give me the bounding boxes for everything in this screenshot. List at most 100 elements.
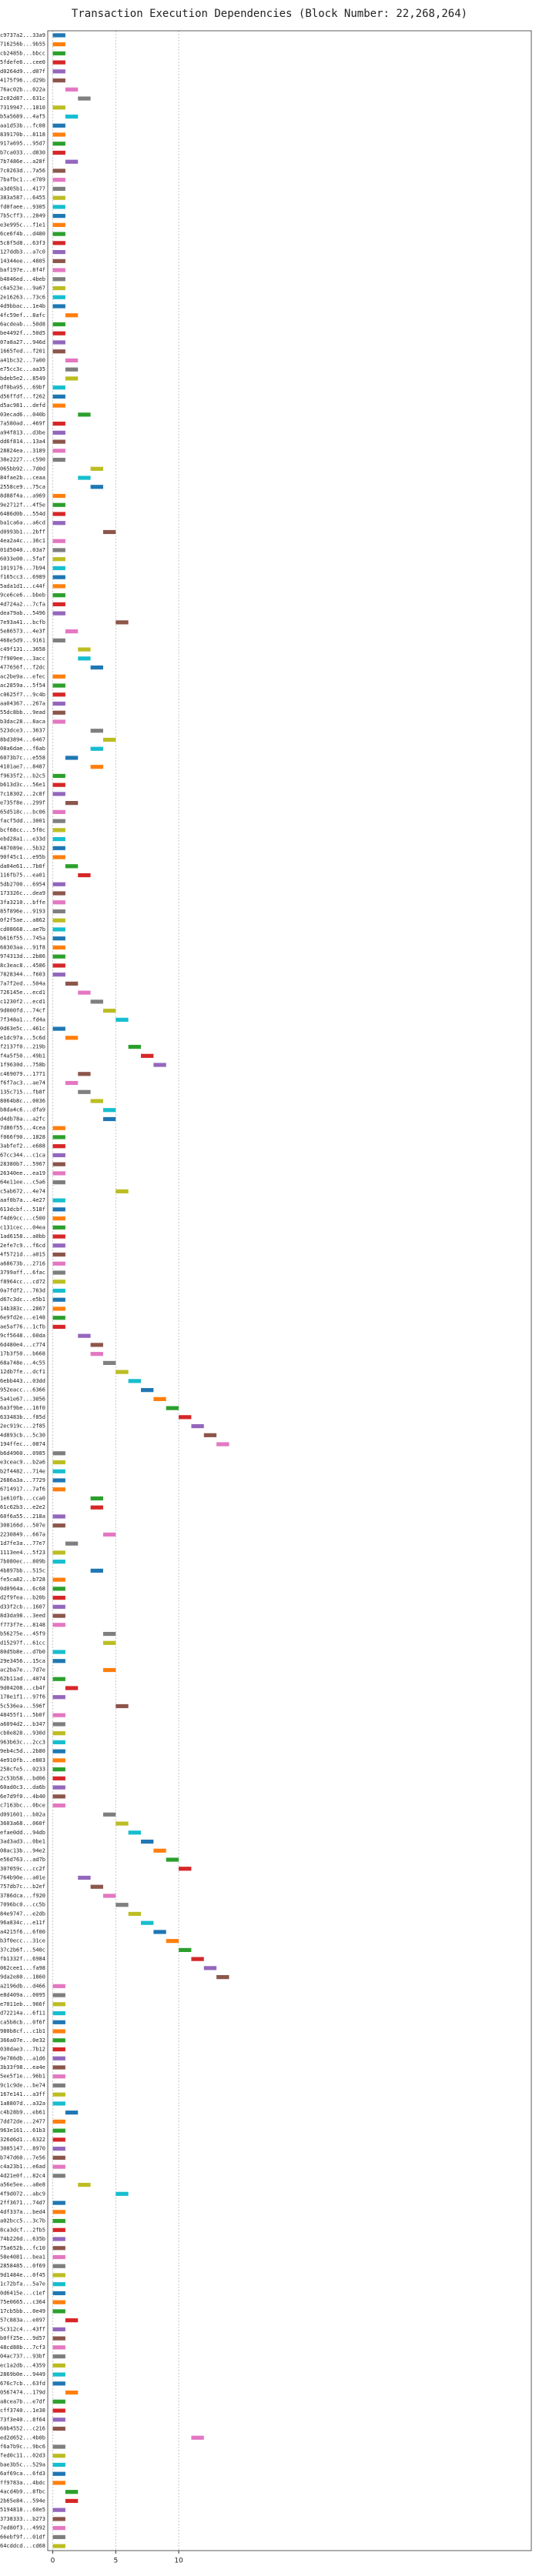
y-tick-label: 0x1c7163bc...0bce bbox=[0, 1803, 45, 1809]
y-tick-label: 0x5ae5af76...1cfb bbox=[0, 1323, 45, 1330]
y-tick-label: 0x716256b...9b55 bbox=[0, 42, 45, 48]
y-tick-label: 0xf2869b0e...9449 bbox=[0, 2371, 45, 2377]
plot-frame bbox=[47, 30, 532, 2551]
y-tick-label: 0x86714917...7af6 bbox=[0, 1487, 45, 1493]
bar bbox=[52, 186, 65, 192]
y-tick-label: 0x9b613d3c...56e1 bbox=[0, 782, 45, 788]
y-tick-label: 0x664cddcd...cd68 bbox=[0, 2543, 45, 2549]
x-tick-label: 10 bbox=[174, 2558, 183, 2565]
bar bbox=[52, 1288, 65, 1293]
y-tick-label: 0x8d0993b1...2bff bbox=[0, 529, 45, 535]
y-tick-label: 0x5b56275e...45f9 bbox=[0, 1631, 45, 1637]
bar bbox=[52, 169, 65, 173]
bar bbox=[52, 304, 65, 309]
bar bbox=[52, 2147, 65, 2151]
bar bbox=[52, 1613, 65, 1618]
bar bbox=[52, 819, 65, 823]
y-tick-label: 0x9c6a523e...9a67 bbox=[0, 285, 45, 292]
bar bbox=[52, 142, 65, 146]
y-tick-label: 0x95194818...60e5 bbox=[0, 2507, 45, 2513]
bar bbox=[52, 1225, 65, 1230]
y-tick-label: 0xd030dae3...7b12 bbox=[0, 2047, 45, 2053]
y-tick-label: 0xa26340ee...ea19 bbox=[0, 1170, 45, 1176]
bar bbox=[52, 1776, 65, 1780]
y-tick-label: 0x55c8f5d8...63f3 bbox=[0, 240, 45, 246]
y-tick-label: 0x960b4552...c216 bbox=[0, 2426, 45, 2432]
bar bbox=[52, 2534, 65, 2539]
y-tick-label: 0x3c4b28b9...eb61 bbox=[0, 2110, 45, 2116]
y-tick-label: 0x4ac2be9a...efec bbox=[0, 673, 45, 679]
bar bbox=[153, 1396, 166, 1401]
y-tick-label: 0x42ff3671...74d7 bbox=[0, 2200, 45, 2206]
y-tick-label: 0x5116fb75...ea01 bbox=[0, 873, 45, 879]
y-tick-label: 0xa7a580ad...469f bbox=[0, 421, 45, 427]
y-tick-label: 0x1963e161...61b3 bbox=[0, 2127, 45, 2134]
y-tick-label: 0xcc0625f7...9c4b bbox=[0, 692, 45, 698]
bar bbox=[65, 981, 79, 986]
bar bbox=[52, 69, 65, 74]
y-tick-label: 0x814344ee...4805 bbox=[0, 258, 45, 264]
y-tick-label: 0x2f4a5f50...49b1 bbox=[0, 1053, 45, 1059]
bar bbox=[52, 611, 65, 616]
bar bbox=[52, 1713, 65, 1717]
bar bbox=[52, 1803, 65, 1808]
bar bbox=[52, 268, 65, 272]
y-tick-label: 0xfa6094d2...b347 bbox=[0, 1721, 45, 1727]
bar bbox=[52, 602, 65, 606]
bar bbox=[52, 557, 65, 562]
y-tick-label: 0x8bd3894...6467 bbox=[0, 736, 45, 742]
y-tick-label: 0x2ec919c...2f85 bbox=[0, 1423, 45, 1430]
bar bbox=[65, 756, 79, 760]
y-tick-label: 0xc7d86f55...4cea bbox=[0, 1125, 45, 1131]
y-tick-label: 0x03abfef2...e688 bbox=[0, 1143, 45, 1150]
y-tick-label: 0x1a41bc32...7a00 bbox=[0, 357, 45, 363]
bar bbox=[179, 1947, 192, 1952]
y-tick-label: 0x9b6d4960...0985 bbox=[0, 1450, 45, 1457]
bar bbox=[179, 1867, 192, 1871]
y-tick-label: 0x99d1484e...0f45 bbox=[0, 2272, 45, 2278]
y-tick-label: 0x33b33f98...ea4e bbox=[0, 2064, 45, 2070]
bar bbox=[52, 1162, 65, 1166]
y-tick-label: 0xbe56d763...ad7b bbox=[0, 1857, 45, 1863]
y-tick-label: 0x46d480e4...c774 bbox=[0, 1342, 45, 1348]
y-tick-label: 0xa80d5b8e...d7b0 bbox=[0, 1649, 45, 1655]
bar bbox=[52, 1767, 65, 1772]
y-tick-label: 0xf58e4081...bea1 bbox=[0, 2254, 45, 2261]
y-tick-label: 0x14d724a2...7cfa bbox=[0, 601, 45, 607]
bar bbox=[52, 502, 65, 507]
y-tick-label: 0x76073b7c...e558 bbox=[0, 755, 45, 761]
bar bbox=[52, 1280, 65, 1284]
bar bbox=[52, 214, 65, 219]
bar bbox=[90, 466, 103, 471]
bar bbox=[52, 2119, 65, 2124]
y-tick-label: 0x19eb4c5d...2b80 bbox=[0, 1748, 45, 1754]
bar bbox=[52, 548, 65, 552]
bar bbox=[52, 2345, 65, 2350]
y-tick-label: 0x35c312c4...43ff bbox=[0, 2326, 45, 2332]
y-tick-label: 0x4194ffec...0874 bbox=[0, 1441, 45, 1447]
y-tick-label: 0xa326d6d1...6322 bbox=[0, 2137, 45, 2143]
y-tick-label: 0xf62b11ad...4074 bbox=[0, 1676, 45, 1682]
bar bbox=[52, 593, 65, 598]
bar bbox=[65, 114, 79, 119]
bar bbox=[52, 566, 65, 571]
y-tick-label: 0xd66ebf9f...01df bbox=[0, 2534, 45, 2540]
y-tick-label: 0x467cc344...c1ca bbox=[0, 1152, 45, 1158]
bar bbox=[52, 1604, 65, 1609]
y-tick-label: 0x3e75cc3c...aa35 bbox=[0, 366, 45, 372]
y-tick-label: 0xeca5b8cb...0f6f bbox=[0, 2019, 45, 2025]
bar bbox=[52, 1153, 65, 1158]
y-tick-label: 0xada04e61...7b0f bbox=[0, 863, 45, 869]
y-tick-label: 0x1f9630d...758b bbox=[0, 1062, 45, 1068]
bar bbox=[52, 1324, 65, 1330]
bar bbox=[52, 2201, 65, 2205]
bar bbox=[52, 692, 65, 697]
y-tick-label: 0x74b226d...635b bbox=[0, 2236, 45, 2242]
bar bbox=[52, 855, 65, 859]
bar bbox=[191, 2435, 204, 2440]
y-tick-label: 0x9a94f813...d3be bbox=[0, 429, 45, 435]
y-tick-label: 0xe477656f...f2dc bbox=[0, 665, 45, 671]
bar bbox=[78, 656, 91, 661]
bar bbox=[52, 2164, 65, 2169]
y-tick-label: 0x86acdeab...50d8 bbox=[0, 321, 45, 327]
